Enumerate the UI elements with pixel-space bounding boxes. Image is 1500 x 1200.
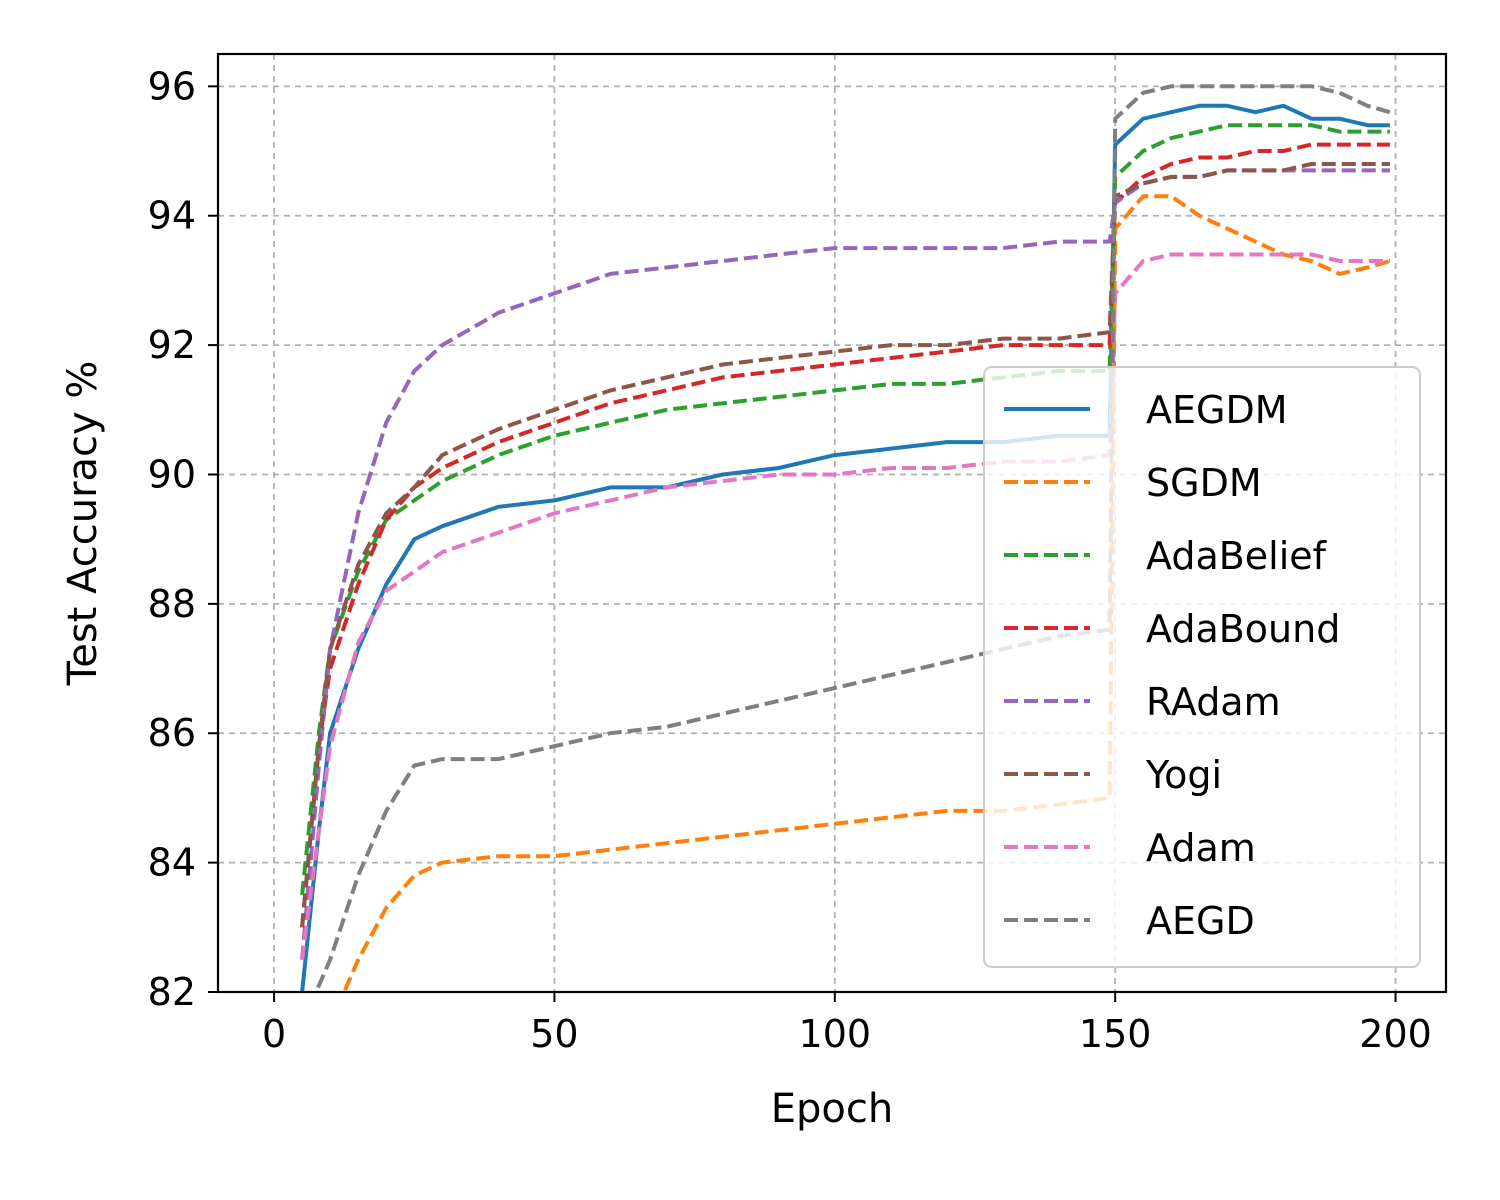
legend-label-adam: Adam [1146,826,1256,870]
y-tick-label: 90 [148,452,196,496]
legend-label-adabound: AdaBound [1146,607,1340,651]
legend-label-sgdm: SGDM [1146,461,1262,505]
y-tick-label: 92 [148,323,196,367]
y-tick-label: 94 [148,194,196,238]
legend-label-adabelief: AdaBelief [1146,534,1328,578]
x-tick-label: 200 [1359,1012,1432,1056]
plot-frame [216,52,1448,994]
legend-label-aegdm: AEGDM [1146,388,1288,432]
series-line-aegdm [300,103,1390,992]
series-line-adam [300,252,1390,960]
legend-label-aegd: AEGD [1146,899,1255,943]
y-tick-label: 88 [148,582,196,626]
x-tick-label: 150 [1079,1012,1152,1056]
x-tick-label: 50 [530,1012,578,1056]
y-tick-label: 84 [148,841,196,885]
legend-box [983,366,1421,968]
y-axis: 82 84 86 88 90 92 94 96 [148,64,218,1014]
legend-label-yogi: Yogi [1145,753,1222,797]
y-tick-label: 82 [148,970,196,1014]
legend: AEGDM SGDM AdaBelief AdaBound RAdam Yogi Adam A… [983,366,1421,968]
y-tick-label: 86 [148,711,196,755]
series-line-yogi [300,162,1390,928]
legend-label-radam: RAdam [1146,680,1281,724]
series-line-adabelief [300,123,1390,896]
series-line-sgdm [341,194,1391,992]
y-axis-label: Test Accuracy % [60,361,106,687]
series-line-adabound [300,142,1390,928]
x-axis: 0 50 100 150 200 [262,992,1432,1056]
y-tick-label: 96 [148,64,196,108]
x-tick-label: 100 [799,1012,872,1056]
x-axis-label: Epoch [771,1086,893,1132]
series-layer [300,84,1391,992]
series-line-aegd [313,84,1391,992]
x-tick-label: 0 [262,1012,286,1056]
